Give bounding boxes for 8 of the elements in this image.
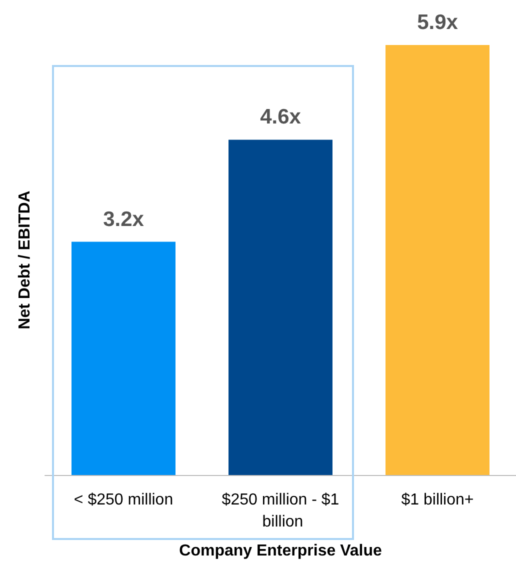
x-axis-title: Company Enterprise Value [179,542,382,560]
data-label: 4.6x [260,106,302,129]
x-tick-label: $1 billion+ [401,492,474,508]
x-tick-label: < $250 million [74,492,174,508]
data-label: 5.9x [417,11,458,34]
data-label: 3.2x [103,208,144,231]
x-tick-label: $250 million - $1 billion [222,492,340,530]
y-axis-title: Net Debt / EBITDA [16,190,34,330]
